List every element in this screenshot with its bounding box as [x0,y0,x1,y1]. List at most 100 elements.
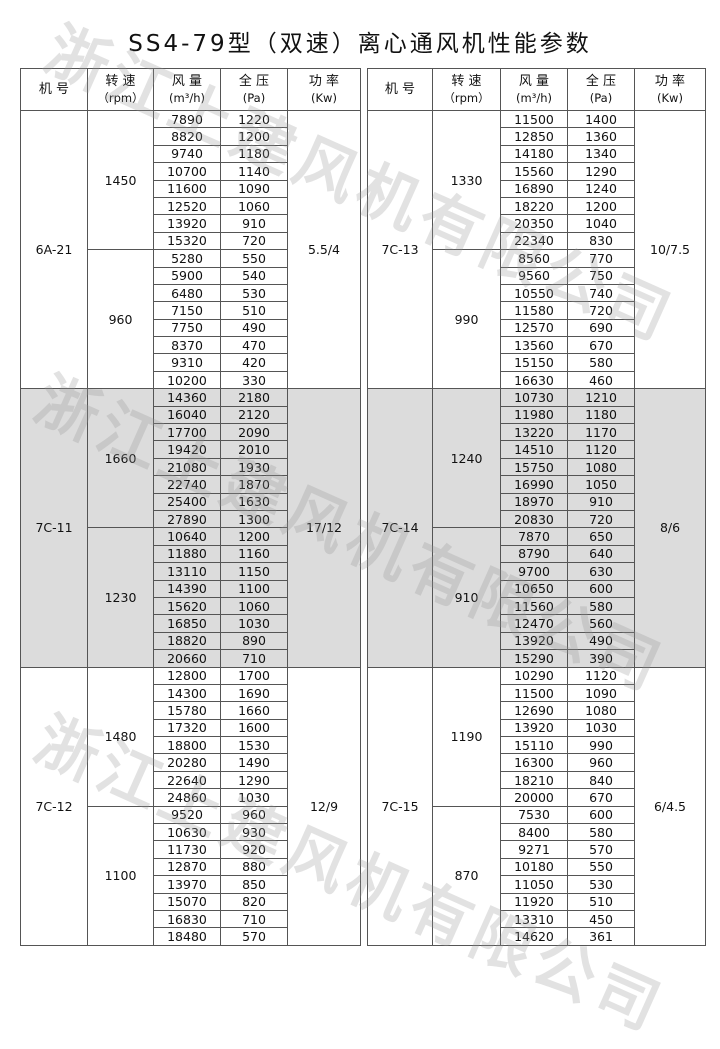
airflow-cell: 22640 [153,770,221,790]
pressure-cell: 670 [567,788,635,807]
pressure-cell: 1340 [567,144,635,164]
table-row: 15560 1290 [368,162,706,181]
airflow-cell: 11560 [500,596,568,616]
pressure-cell: 510 [220,301,288,320]
power-cell: 12/9 [287,666,361,946]
table-row: 11560 580 [368,596,706,616]
page-title: SS4-79型（双速）离心通风机性能参数 [128,31,592,57]
table-row: 12520 1060 [21,196,361,216]
airflow-cell: 8820 [153,127,221,146]
speed-cell: 1230 [87,527,154,668]
airflow-cell: 17320 [153,718,221,738]
pressure-cell: 1080 [567,701,635,720]
airflow-cell: 11600 [153,179,221,198]
table-row: 7C-14 1240 10730 1210 8/6 [367,388,706,668]
airflow-cell: 16040 [153,405,221,425]
airflow-cell: 8560 [500,249,568,268]
airflow-cell: 20830 [500,509,568,529]
speed-cell: 960 [87,249,154,390]
pressure-cell: 470 [220,336,288,355]
pressure-cell: 1360 [567,127,635,146]
table-row: 12690 1080 [368,701,706,720]
table-row: 5900 540 [21,266,361,285]
header-label: 机 号 [38,81,70,97]
airflow-cell: 13220 [500,423,568,442]
header-unit: （rpm） [97,90,144,105]
airflow-cell: 18480 [153,927,221,946]
header-label: 功 率 [654,73,686,89]
speed-cell: 1660 [87,388,154,529]
table-row: 910 7870 650 [368,527,706,668]
airflow-cell: 22340 [500,231,568,251]
airflow-cell: 16890 [500,179,568,198]
header-label: 转 速 [105,73,136,89]
pressure-cell: 960 [567,753,635,772]
table-row: 22340 830 [368,231,706,251]
table-row: 15320 720 [21,231,361,251]
pressure-cell: 1030 [567,718,635,738]
table-row: 9271 570 [368,840,706,859]
model-cell: 7C-15 [367,666,433,946]
airflow-cell: 13920 [500,631,568,651]
airflow-cell: 8370 [153,336,221,355]
power-cell: 5.5/4 [287,109,361,390]
table-row: 7C-15 1190 10290 1120 6/4.5 [367,666,706,946]
header-unit: (m³/h) [169,90,205,105]
pressure-cell: 580 [567,596,635,616]
airflow-cell: 22740 [153,475,221,494]
pressure-cell: 1690 [220,683,288,703]
table-row: 25400 1630 [21,492,361,511]
header-row: 机 号转 速（rpm）风 量 (m³/h) 全 压 (Pa) 功 率 (Kw) [20,68,361,111]
pressure-cell: 990 [567,736,635,755]
airflow-cell: 10180 [500,857,568,877]
airflow-cell: 9740 [153,144,221,164]
table-row: 13220 1170 [368,423,706,442]
header-unit: (Pa) [242,90,266,105]
table-row: 1100 9520 960 [21,805,361,946]
pressure-cell: 1660 [220,701,288,720]
airflow-cell: 9520 [153,805,221,825]
pressure-cell: 530 [220,283,288,303]
column-header: 功 率 (Kw) [287,68,361,111]
pressure-cell: 1600 [220,718,288,738]
pressure-cell: 670 [567,336,635,355]
airflow-cell: 15750 [500,457,568,477]
model-cell: 7C-11 [20,388,88,668]
table-row: 20280 1490 [21,753,361,772]
airflow-cell: 8400 [500,823,568,842]
table-row: 9700 630 [368,562,706,581]
airflow-cell: 11730 [153,840,221,859]
airflow-cell: 24860 [153,788,221,807]
pressure-cell: 460 [567,370,635,390]
airflow-cell: 15290 [500,649,568,668]
table-row: 15290 390 [368,649,706,668]
table-row: 11580 720 [368,301,706,320]
airflow-cell: 10630 [153,823,221,842]
table-row: 7150 510 [21,301,361,320]
table-row: 12470 560 [368,614,706,633]
airflow-cell: 11980 [500,405,568,425]
pressure-cell: 930 [220,823,288,842]
pressure-cell: 1530 [220,736,288,755]
pressure-cell: 1240 [567,179,635,198]
table-row: 11730 920 [21,840,361,859]
airflow-cell: 13310 [500,909,568,929]
airflow-cell: 18970 [500,492,568,511]
table-row: 9560 750 [368,266,706,285]
airflow-cell: 20280 [153,753,221,772]
airflow-cell: 16850 [153,614,221,633]
pressure-cell: 1200 [567,196,635,216]
pressure-cell: 1060 [220,196,288,216]
table-row: 7C-11 1660 14360 2180 17/12 [20,388,361,668]
header-label: 功 率 [308,73,340,89]
airflow-cell: 12850 [500,127,568,146]
airflow-cell: 12800 [153,666,221,685]
table-row: 18480 570 [21,927,361,946]
table-row: 15110 990 [368,736,706,755]
header-label: 机 号 [384,81,416,97]
pressure-cell: 1030 [220,614,288,633]
table-row: 13920 1030 [368,718,706,738]
table-row: 14510 1120 [368,440,706,459]
column-header: 全 压 (Pa) [567,68,635,111]
table-row: 13560 670 [368,336,706,355]
